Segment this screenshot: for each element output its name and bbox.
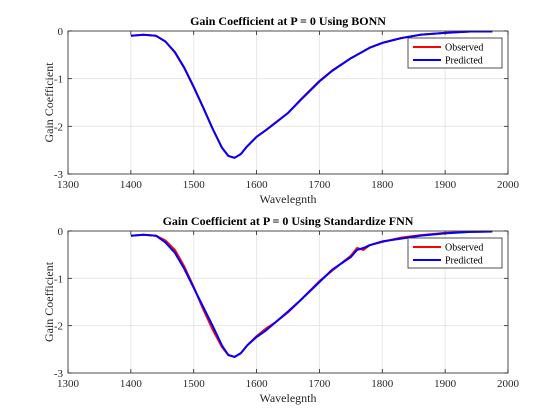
axes-box — [67, 30, 509, 175]
axes-box — [67, 230, 509, 374]
y-tick-label: -3 — [54, 169, 64, 181]
legend-label-observed: Observed — [445, 243, 483, 254]
legend: Observed Predicted — [407, 37, 503, 69]
x-tick-label: 1600 — [246, 179, 269, 191]
y-tick-label: 0 — [58, 26, 64, 38]
y-tick-label: -1 — [54, 273, 63, 285]
legend-label-predicted: Predicted — [445, 256, 483, 267]
x-tick-label: 1600 — [246, 378, 269, 390]
x-tick-label: 1700 — [308, 179, 331, 191]
x-axis-label: Wavelegnth — [259, 391, 316, 405]
x-tick-label: 1300 — [57, 179, 80, 191]
x-tick-label: 2000 — [497, 179, 520, 191]
legend-box — [407, 37, 503, 69]
legend-label-predicted: Predicted — [445, 56, 483, 67]
x-tick-label: 1800 — [371, 378, 394, 390]
series-line-predicted — [130, 230, 493, 358]
y-axis-label: Gain Coefficient — [42, 62, 56, 143]
y-tick-label: -3 — [54, 368, 64, 380]
x-tick-label: 1800 — [371, 179, 394, 191]
x-tick-label: 1300 — [57, 378, 80, 390]
x-tick-label: 1700 — [308, 378, 331, 390]
y-tick-label: -2 — [54, 321, 63, 333]
chart-1: 1300 1400 1500 1600 1700 1800 1900 2000 -3 -2 -1 0 G… — [42, 14, 520, 206]
y-tick-label: 0 — [58, 226, 64, 238]
y-tick-label: -2 — [54, 121, 63, 133]
x-tick-label: 1400 — [120, 179, 143, 191]
x-tick-label: 2000 — [497, 378, 520, 390]
chart-title: Gain Coefficient at P = 0 Using Standard… — [163, 214, 414, 228]
chart-2: 1300 1400 1500 1600 1700 1800 1900 2000 -3 -2 -1 0 G… — [42, 214, 520, 405]
x-tick-label: 1900 — [434, 378, 457, 390]
x-tick-label: 1500 — [183, 378, 206, 390]
x-axis-label: Wavelegnth — [259, 192, 316, 206]
legend-box — [407, 237, 503, 269]
chart-title: Gain Coefficient at P = 0 Using BONN — [190, 14, 386, 28]
y-tick-label: -1 — [54, 74, 63, 86]
x-tick-label: 1500 — [183, 179, 206, 191]
legend-label-observed: Observed — [445, 43, 483, 54]
legend: Observed Predicted — [407, 237, 503, 269]
y-axis-label: Gain Coefficient — [42, 261, 56, 342]
x-tick-label: 1900 — [434, 179, 457, 191]
x-tick-label: 1400 — [120, 378, 143, 390]
series-line-predicted — [130, 30, 493, 159]
